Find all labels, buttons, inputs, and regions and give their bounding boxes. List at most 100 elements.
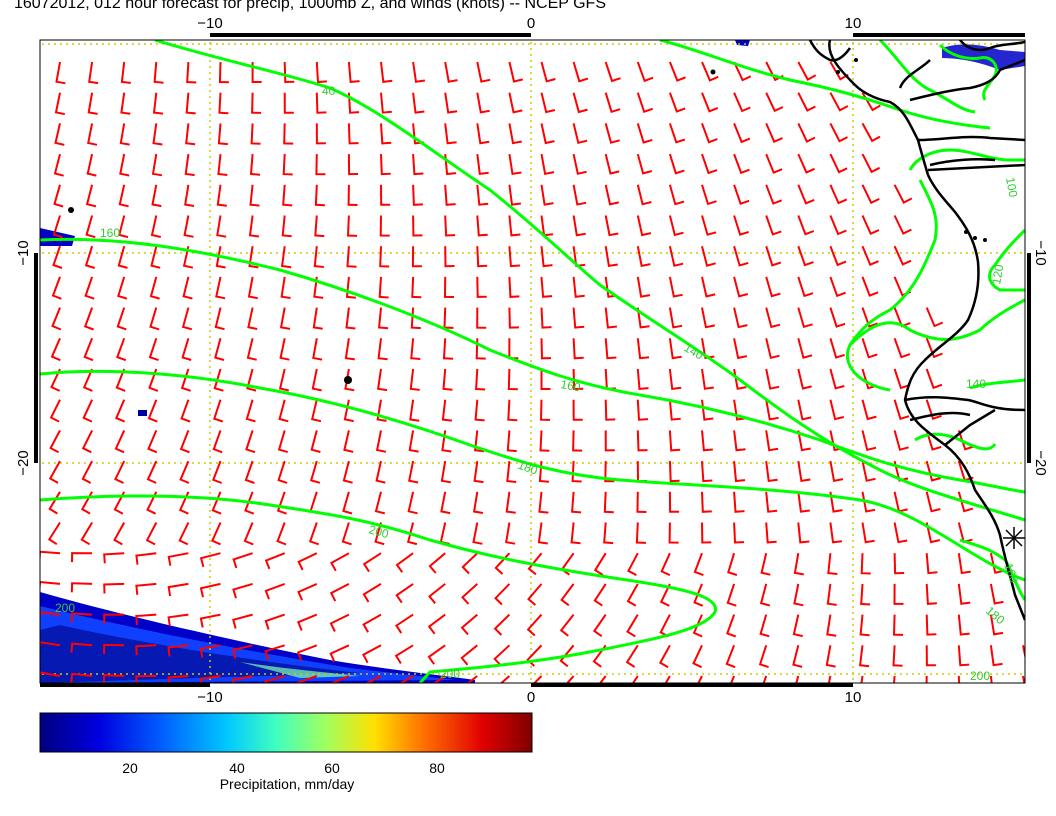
wind-barb [362, 583, 382, 603]
wind-barb [797, 460, 811, 483]
wind-barb [184, 184, 195, 207]
wind-barb [250, 123, 261, 145]
wind-barb [668, 522, 679, 544]
wind-barb [604, 184, 620, 206]
wind-barb [283, 61, 295, 84]
wind-barb [539, 430, 550, 452]
wind-barb [925, 399, 942, 420]
wind-barb [733, 61, 752, 82]
wind-barb [858, 645, 870, 668]
wind-barb [733, 123, 751, 144]
wind-barb [199, 675, 221, 683]
colorbar-tick: 60 [324, 760, 340, 776]
wind-barb [829, 122, 848, 143]
wind-barb [759, 614, 770, 638]
wind-barb [214, 307, 225, 331]
wind-barb [86, 153, 97, 177]
wind-barb [701, 184, 717, 206]
wind-barb [103, 552, 125, 564]
wind-barb [733, 522, 745, 544]
lat-tick-left: −10 [15, 240, 32, 265]
wind-barb [314, 184, 325, 207]
wind-barb [85, 215, 96, 239]
wind-barb [860, 583, 871, 606]
wind-barb [494, 583, 511, 606]
wind-barb [84, 245, 95, 269]
wind-barb [395, 583, 414, 604]
wind-barb [314, 215, 325, 238]
wind-barb [765, 245, 782, 267]
wind-barb [217, 153, 228, 176]
wind-barb [797, 245, 814, 267]
wind-barb [214, 338, 225, 361]
wind-barb [444, 123, 457, 145]
wind-barb [861, 337, 878, 359]
wind-barb [829, 153, 848, 174]
wind-barb [264, 644, 285, 661]
wind-barb [232, 613, 253, 629]
wind-barb [179, 430, 190, 454]
wind-barb [829, 368, 845, 390]
wind-barb [118, 215, 129, 239]
wind-barb [765, 307, 781, 329]
wind-barb [636, 491, 647, 513]
wind-barb [296, 644, 318, 662]
wind-barb [380, 61, 393, 84]
wind-barb [440, 460, 451, 484]
wind-barb [297, 582, 318, 601]
wind-barb [604, 430, 615, 452]
wind-barb [989, 645, 1003, 667]
wind-barb [55, 61, 66, 85]
wind-barb [114, 460, 126, 484]
colorbar-tick: 80 [429, 760, 445, 776]
wind-barb [244, 491, 255, 515]
wind-barb [249, 154, 261, 176]
wind-barb [308, 522, 320, 546]
wind-barb [149, 307, 160, 331]
wind-barb [572, 215, 586, 237]
wind-barb [765, 460, 778, 483]
wind-barb [604, 92, 621, 114]
wind-barb [282, 184, 293, 207]
wind-barb [409, 399, 420, 422]
wind-barb [70, 612, 93, 623]
wind-barb [167, 552, 189, 566]
wind-barb [505, 522, 516, 545]
wind-barb [312, 338, 323, 361]
wind-barb [245, 399, 256, 423]
wind-barb [733, 245, 749, 267]
wind-barb [277, 430, 288, 454]
wind-barb [283, 92, 294, 114]
wind-barb [957, 614, 970, 636]
wind-barb [248, 246, 259, 269]
wind-barb [199, 644, 221, 658]
wind-barb [428, 552, 446, 574]
wind-barb [733, 215, 749, 236]
wind-barb [246, 368, 257, 392]
wind-barb [379, 215, 390, 237]
wind-barb [797, 368, 812, 390]
wind-barb [313, 276, 324, 299]
wind-barb [411, 276, 422, 299]
wind-barb [925, 583, 937, 605]
wind-barb [70, 582, 93, 593]
wind-barb [892, 645, 903, 667]
wind-barb [499, 675, 511, 683]
wind-barb [540, 246, 553, 268]
wind-barb [701, 61, 719, 82]
wind-barb [362, 644, 382, 664]
wind-barb [765, 122, 783, 144]
wind-barb [117, 245, 128, 269]
wind-barb [636, 307, 650, 329]
wind-barb [861, 184, 880, 205]
wind-barb [152, 123, 163, 146]
wind-barb [103, 643, 125, 654]
wind-barb [861, 307, 879, 328]
wind-barb [53, 153, 64, 177]
wind-barb [249, 184, 260, 207]
wind-barb [150, 215, 162, 238]
wind-barb [957, 583, 971, 605]
wind-barb [102, 674, 125, 683]
wind-barb [309, 460, 321, 484]
wind-barb [604, 338, 617, 360]
